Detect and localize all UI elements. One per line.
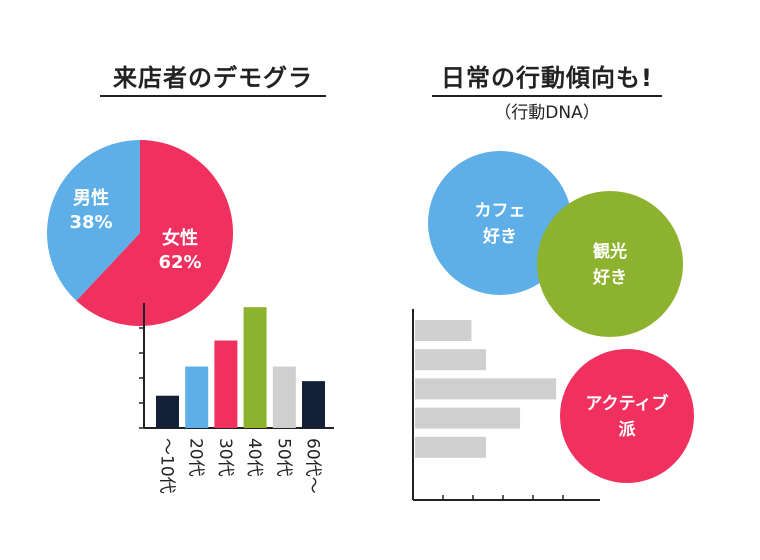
bubble-label-1: 観光好き (592, 241, 627, 288)
bubble-label-0: カフェ好き (475, 201, 526, 247)
age-bar-4 (272, 366, 296, 428)
behavior-subtitle: （行動DNA） (494, 103, 600, 123)
pie-slice-label-1: 男性 38% (69, 187, 112, 233)
bubble-0 (428, 151, 572, 295)
behavior-bar-2 (415, 378, 557, 400)
age-category-label-0: 〜10代 (157, 438, 177, 494)
behavior-title: 日常の行動傾向も! (432, 58, 662, 97)
bubble-label-2-line: 派 (619, 420, 637, 440)
age-category-label-5: 60代〜 (303, 438, 323, 494)
bubble-label-2: アクティブ派 (585, 393, 668, 440)
bubble-1 (537, 191, 683, 337)
age-bar-5 (302, 381, 325, 428)
age-category-label-2: 30代 (215, 438, 235, 477)
pie-slice-0 (76, 140, 234, 326)
age-bar-2 (214, 340, 238, 428)
pie-slice-label-0-line: 62% (158, 252, 201, 273)
demographics-title-underline (100, 95, 326, 97)
age-category-label-1: 20代 (186, 438, 206, 477)
pie-slice-label-0-line: 女性 (162, 227, 198, 249)
bubble-label-0-line: カフェ (475, 201, 526, 221)
bubble-label-2-line: アクティブ (585, 393, 668, 414)
pie-slice-label-1-line: 38% (69, 212, 112, 233)
behavior-bar-3 (415, 407, 521, 429)
behavior-bar-0 (415, 320, 472, 341)
age-bar-3 (243, 307, 267, 428)
behavior-title-text: 日常の行動傾向も! (441, 64, 653, 92)
demographics-title-text: 来店者のデモグラ (113, 64, 313, 92)
age-category-label-3: 40代 (244, 438, 264, 477)
age-bar-1 (185, 366, 209, 428)
bubble-label-0-line: 好き (482, 226, 517, 247)
pie-slice-label-1-line: 男性 (73, 187, 109, 209)
pie-slice-1 (47, 140, 141, 301)
pie-slice-label-0: 女性 62% (158, 227, 201, 273)
bubble-label-1-line: 観光 (593, 241, 627, 262)
bubble-label-1-line: 好き (592, 267, 627, 288)
bubble-2 (560, 349, 694, 483)
behavior-bar-1 (415, 349, 487, 371)
demographics-title: 来店者のデモグラ (100, 58, 326, 97)
behavior-title-underline (432, 95, 662, 97)
age-category-label-4: 50代 (273, 438, 293, 477)
behavior-bar-4 (415, 436, 487, 458)
age-bar-0 (156, 395, 179, 428)
